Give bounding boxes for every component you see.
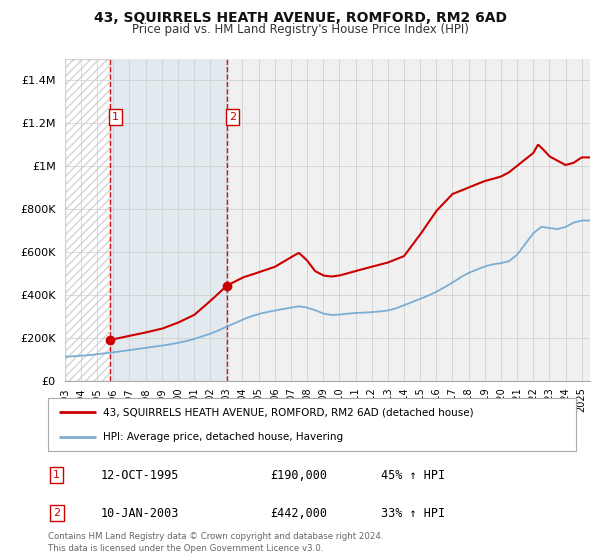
Text: 43, SQUIRRELS HEATH AVENUE, ROMFORD, RM2 6AD (detached house): 43, SQUIRRELS HEATH AVENUE, ROMFORD, RM2… <box>103 408 474 418</box>
Bar <box>65 59 110 381</box>
Text: Contains HM Land Registry data © Crown copyright and database right 2024.
This d: Contains HM Land Registry data © Crown c… <box>48 533 383 553</box>
Text: 1: 1 <box>53 470 60 480</box>
Text: 12-OCT-1995: 12-OCT-1995 <box>101 469 179 482</box>
Text: 33% ↑ HPI: 33% ↑ HPI <box>380 507 445 520</box>
Text: 2: 2 <box>229 112 236 122</box>
Text: £190,000: £190,000 <box>270 469 327 482</box>
Text: 45% ↑ HPI: 45% ↑ HPI <box>380 469 445 482</box>
Text: HPI: Average price, detached house, Havering: HPI: Average price, detached house, Have… <box>103 432 344 442</box>
Bar <box>65 59 110 381</box>
Text: 43, SQUIRRELS HEATH AVENUE, ROMFORD, RM2 6AD: 43, SQUIRRELS HEATH AVENUE, ROMFORD, RM2… <box>94 11 506 25</box>
Text: 1: 1 <box>112 112 119 122</box>
Bar <box>110 59 227 381</box>
Text: 10-JAN-2003: 10-JAN-2003 <box>101 507 179 520</box>
Text: £442,000: £442,000 <box>270 507 327 520</box>
Text: 2: 2 <box>53 508 61 518</box>
Text: Price paid vs. HM Land Registry's House Price Index (HPI): Price paid vs. HM Land Registry's House … <box>131 22 469 36</box>
